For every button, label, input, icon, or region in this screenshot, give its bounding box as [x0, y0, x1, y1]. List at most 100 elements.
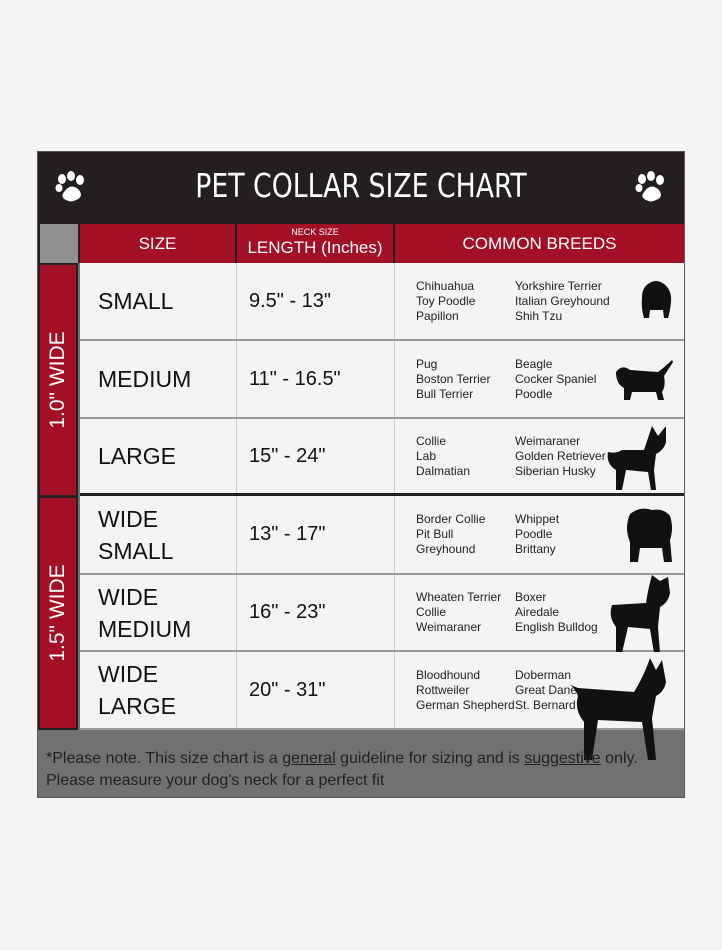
breed: Great Dane — [515, 682, 578, 697]
footer-note: *Please note. This size chart is a gener… — [46, 748, 638, 792]
note-line-2: Please measure your dog's neck for a per… — [46, 772, 385, 789]
breed: Brittany — [515, 542, 556, 556]
breed: Chihuahua — [416, 278, 475, 293]
breed: Rottweiler — [416, 682, 470, 697]
table-row: SMALL 9.5" - 13" Chihuahua Toy Poodle Papi… — [80, 263, 684, 341]
breed: Italian Greyhound — [515, 293, 610, 308]
breed: Greyhound — [416, 542, 476, 556]
note-emphasis: suggestive — [524, 750, 601, 767]
chart-header: PET COLLAR SIZE CHART — [38, 152, 684, 222]
doberman-icon — [564, 656, 674, 771]
breeds-col-b: Doberman Great Dane St. Bernard — [515, 652, 635, 728]
breeds-col-b: Yorkshire Terrier Italian Greyhound Shih T… — [515, 263, 635, 339]
note-text: *Please note. This size chart is a — [46, 750, 283, 767]
size-cell: LARGE — [80, 419, 237, 493]
breeds-col-a: Border Collie Pit Bull Greyhound — [416, 496, 516, 573]
pitbull-icon — [606, 573, 674, 660]
size-word: WIDE — [98, 505, 159, 532]
breed: Dalmatian — [416, 463, 471, 478]
length-cell: 13" - 17" — [237, 496, 395, 573]
size-word: MEDIUM — [98, 366, 192, 392]
table-row: WIDE LARGE 20" - 31" Bloodhound Rottweiler… — [80, 652, 684, 760]
shepherd-dog-icon — [604, 424, 674, 497]
length-cell: 9.5" - 13" — [237, 263, 395, 339]
breed: Golden Retriever — [515, 448, 606, 463]
neck-size-label: NECK SIZE — [291, 227, 339, 237]
breed: Weimaraner — [416, 620, 482, 634]
breed: Poodle — [515, 386, 553, 401]
table-row: WIDE SMALL 13" - 17" Border Collie Pit Bul… — [80, 496, 684, 575]
note-emphasis: general — [282, 750, 336, 767]
breeds-col-b: Weimaraner Golden Retriever Siberian Husky — [515, 419, 635, 493]
dachshund-icon — [612, 358, 674, 407]
small-dog-icon — [638, 280, 674, 325]
page-title: PET COLLAR SIZE CHART — [195, 166, 527, 205]
note-text: guideline for sizing and is — [335, 750, 525, 767]
paw-icon — [55, 171, 84, 202]
breed: St. Bernard — [515, 697, 576, 712]
length-cell: 16" - 23" — [237, 575, 395, 650]
breed: Yorkshire Terrier — [515, 278, 602, 293]
breed: Airedale — [515, 605, 560, 619]
size-cell: WIDE MEDIUM — [80, 575, 237, 650]
breeds-header-label: COMMON BREEDS — [462, 234, 617, 253]
corner-cell — [40, 224, 78, 263]
breed: Weimaraner — [515, 433, 581, 448]
breed: Wheaten Terrier — [416, 590, 502, 604]
breeds-col-b: Boxer Airedale English Bulldog — [515, 575, 635, 650]
table-row: MEDIUM 11" - 16.5" Pug Boston Terrier Bull… — [80, 341, 684, 419]
size-word: MEDIUM — [98, 615, 192, 642]
breed: Doberman — [515, 667, 572, 682]
breed: Boston Terrier — [416, 371, 491, 386]
size-header-label: SIZE — [138, 234, 177, 253]
column-header-length: NECK SIZE LENGTH (Inches) — [237, 224, 393, 263]
size-cell: WIDE SMALL — [80, 496, 237, 573]
breeds-col-b: Beagle Cocker Spaniel Poodle — [515, 341, 635, 417]
breeds-col-b: Whippet Poodle Brittany — [515, 496, 635, 573]
breeds-col-a: Pug Boston Terrier Bull Terrier — [416, 341, 516, 417]
length-cell: 11" - 16.5" — [237, 341, 395, 417]
breed: Papillon — [416, 308, 459, 323]
breed: Toy Poodle — [416, 293, 476, 308]
size-word: WIDE — [98, 583, 159, 610]
breed: German Shepherd — [416, 697, 515, 712]
group-label: 1.0" WIDE — [46, 331, 69, 429]
size-word: LARGE — [98, 443, 176, 469]
breed: Whippet — [515, 512, 560, 526]
paw-icon — [635, 171, 664, 202]
group-1in-wide: 1.0" WIDE — [38, 263, 78, 497]
breed: Border Collie — [416, 512, 486, 526]
column-header-row: SIZE NECK SIZE LENGTH (Inches) COMMON BR… — [38, 222, 684, 263]
breed: English Bulldog — [515, 620, 598, 634]
breed: Collie — [416, 433, 447, 448]
breed: Boxer — [515, 590, 547, 604]
size-word: WIDE — [98, 661, 159, 687]
note-text: only. — [600, 750, 638, 767]
length-cell: 15" - 24" — [237, 419, 395, 493]
size-chart: PET COLLAR SIZE CHART SIZE NECK SIZE LEN… — [37, 151, 685, 798]
breed: Pug — [416, 356, 438, 371]
group-label: 1.5" WIDE — [46, 564, 69, 662]
breeds-col-a: Wheaten Terrier Collie Weimaraner — [416, 575, 516, 650]
breed: Poodle — [515, 527, 553, 541]
breed: Bull Terrier — [416, 386, 474, 401]
breed: Siberian Husky — [515, 463, 596, 478]
length-label: LENGTH (Inches) — [247, 238, 383, 257]
size-cell: SMALL — [80, 263, 237, 339]
column-header-breeds: COMMON BREEDS — [395, 224, 684, 263]
size-cell: MEDIUM — [80, 341, 237, 417]
breed: Lab — [416, 448, 437, 463]
breed: Beagle — [515, 356, 553, 371]
breed: Cocker Spaniel — [515, 371, 597, 386]
breed: Bloodhound — [416, 667, 481, 682]
size-word: LARGE — [98, 693, 176, 719]
breeds-col-a: Chihuahua Toy Poodle Papillon — [416, 263, 516, 339]
breeds-col-a: Bloodhound Rottweiler German Shepherd — [416, 652, 516, 728]
size-word: SMALL — [98, 537, 174, 564]
breed: Shih Tzu — [515, 308, 563, 323]
size-word: SMALL — [98, 288, 174, 314]
group-1-5in-wide: 1.5" WIDE — [38, 496, 78, 730]
table-row: LARGE 15" - 24" Collie Lab Dalmatian Weima… — [80, 419, 684, 497]
bulldog-icon — [624, 506, 674, 571]
table-row: WIDE MEDIUM 16" - 23" Wheaten Terrier Coll… — [80, 574, 684, 653]
